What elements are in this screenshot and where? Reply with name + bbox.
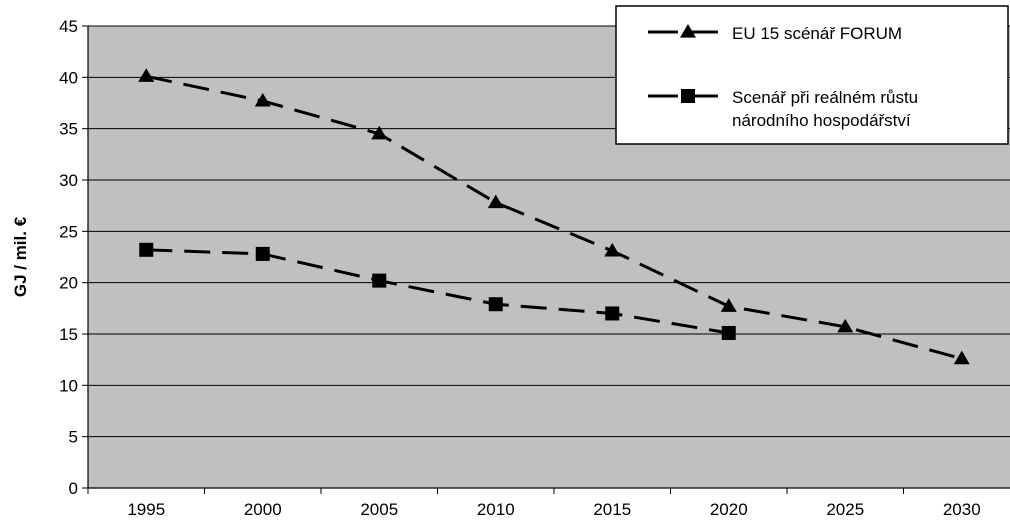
legend-label: Scenář při reálném růstu — [732, 88, 918, 107]
legend: EU 15 scénář FORUM Scenář při reálném růs… — [615, 5, 1009, 145]
data-point — [371, 125, 388, 140]
y-axis-title: GJ / mil. € — [11, 216, 30, 297]
y-tick-label: 5 — [69, 428, 78, 447]
y-tick-label: 15 — [59, 325, 78, 344]
x-tick-label: 2030 — [943, 500, 981, 519]
y-tick-label: 25 — [59, 222, 78, 241]
y-tick-label: 40 — [59, 68, 78, 87]
data-point — [488, 297, 503, 312]
y-tick-label: 45 — [59, 17, 78, 36]
x-tick-label: 2005 — [360, 500, 398, 519]
series-group — [138, 68, 970, 365]
series-1 — [138, 68, 970, 365]
series-line — [145, 74, 963, 361]
y-tick-label: 30 — [59, 171, 78, 190]
data-point — [605, 306, 620, 321]
data-point — [953, 350, 970, 365]
y-tick-label: 20 — [59, 274, 78, 293]
data-point — [254, 92, 271, 107]
axes — [82, 25, 1010, 494]
legend-box — [615, 5, 1009, 145]
x-tick-labels: 1995 2000 2005 2010 2015 2020 2025 2030 — [127, 500, 980, 519]
x-tick-label: 2010 — [477, 500, 515, 519]
legend-marker — [680, 24, 696, 38]
data-point — [139, 242, 154, 257]
data-point — [721, 325, 736, 340]
data-point — [720, 298, 737, 312]
legend-entry: Scenář při reálném růstu národního hospod… — [648, 88, 918, 130]
data-point — [138, 68, 155, 82]
x-tick-label: 2020 — [710, 500, 748, 519]
x-tick-label: 2015 — [593, 500, 631, 519]
legend-label: národního hospodářství — [732, 111, 911, 130]
data-point — [604, 242, 621, 257]
y-tick-label: 35 — [59, 120, 78, 139]
legend-marker — [681, 89, 695, 103]
data-point — [372, 273, 387, 288]
x-tick-label: 2000 — [244, 500, 282, 519]
data-point — [837, 318, 854, 333]
legend-entry: EU 15 scénář FORUM — [648, 24, 902, 43]
y-tick-label: 0 — [69, 479, 78, 498]
series-line — [146, 248, 729, 335]
legend-label: EU 15 scénář FORUM — [732, 24, 902, 43]
y-tick-label: 10 — [59, 376, 78, 395]
series-2 — [139, 242, 736, 340]
x-tick-label: 1995 — [127, 500, 165, 519]
data-point — [255, 246, 270, 261]
data-point — [487, 194, 504, 209]
y-tick-labels: 0 5 10 15 20 25 30 35 40 45 — [59, 17, 78, 498]
x-tick-label: 2025 — [826, 500, 864, 519]
